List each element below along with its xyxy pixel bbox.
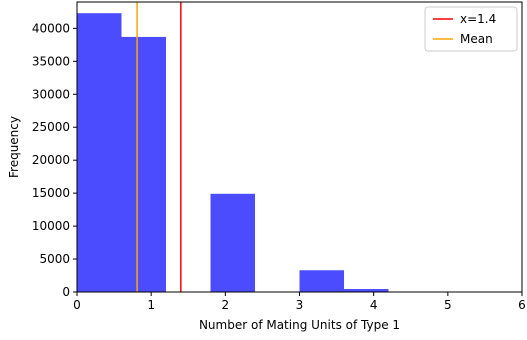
y-tick-label: 5000 xyxy=(39,252,70,266)
histogram-bar xyxy=(121,36,166,292)
histogram-bars xyxy=(77,13,389,292)
y-axis-ticks: 0 5000 10000 15000 20000 25000 30000 35000 40000 xyxy=(32,21,77,299)
x-axis-ticks: 0 1 2 3 4 5 6 xyxy=(73,292,526,312)
reference-lines xyxy=(136,2,182,292)
y-tick-label: 15000 xyxy=(32,186,70,200)
histogram-bar xyxy=(344,289,389,292)
legend-frame xyxy=(424,6,518,52)
y-axis-label: Frequency xyxy=(7,116,21,178)
legend: x=1.4 Mean xyxy=(424,6,518,52)
x-tick-label: 4 xyxy=(370,298,378,312)
y-tick-label: 35000 xyxy=(32,54,70,68)
x-tick-label: 0 xyxy=(73,298,81,312)
x-axis-label: Number of Mating Units of Type 1 xyxy=(199,318,400,332)
legend-label: x=1.4 xyxy=(460,12,496,26)
legend-label: Mean xyxy=(460,32,493,46)
x-tick-label: 6 xyxy=(518,298,526,312)
y-tick-label: 40000 xyxy=(32,21,70,35)
y-tick-label: 20000 xyxy=(32,153,70,167)
histogram-bar xyxy=(299,270,344,292)
y-tick-label: 25000 xyxy=(32,120,70,134)
y-tick-label: 0 xyxy=(62,285,70,299)
y-tick-label: 10000 xyxy=(32,219,70,233)
y-tick-label: 30000 xyxy=(32,87,70,101)
x-tick-label: 3 xyxy=(296,298,304,312)
x-tick-label: 5 xyxy=(444,298,452,312)
x-tick-label: 1 xyxy=(147,298,155,312)
histogram-bar xyxy=(210,193,255,292)
x-tick-label: 2 xyxy=(222,298,230,312)
histogram-bar xyxy=(77,13,122,292)
